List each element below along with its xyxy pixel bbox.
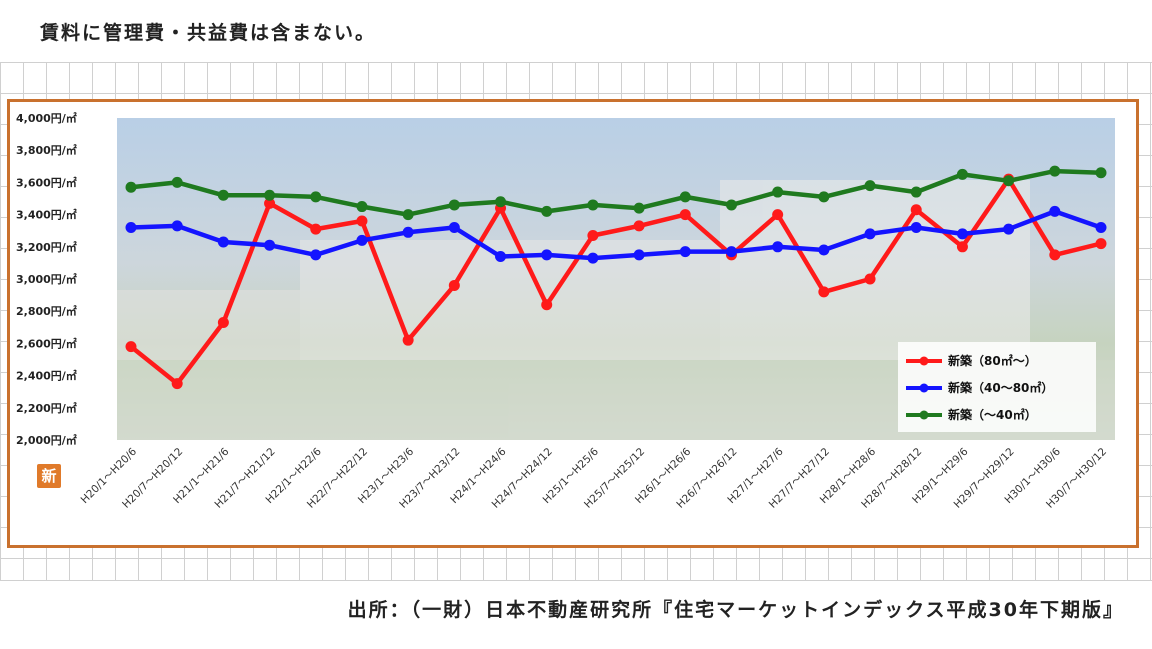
data-point	[125, 341, 137, 353]
data-point	[1049, 165, 1061, 177]
data-point	[356, 215, 368, 227]
series-lines	[125, 165, 1107, 390]
x-axis: H20/1～H20/6H20/7～H20/12H21/1～H21/6H21/7～…	[79, 445, 1109, 510]
data-point	[633, 202, 645, 214]
data-point	[217, 316, 229, 328]
data-point	[541, 205, 553, 217]
data-point	[956, 168, 968, 180]
legend-label: 新築（～40㎡）	[948, 407, 1037, 422]
y-tick-label: 3,200円/㎡	[16, 240, 77, 254]
data-point	[772, 186, 784, 198]
y-tick-label: 3,000円/㎡	[16, 272, 77, 286]
data-point	[310, 191, 322, 203]
y-tick-label: 2,200円/㎡	[16, 401, 77, 415]
data-point	[356, 201, 368, 213]
logo-badge: 新	[37, 464, 61, 488]
data-point	[633, 249, 645, 261]
data-point	[910, 221, 922, 233]
data-point	[587, 252, 599, 264]
data-point	[633, 220, 645, 232]
legend-marker	[919, 410, 929, 420]
y-tick-label: 2,000円/㎡	[16, 433, 77, 447]
y-tick-label: 2,800円/㎡	[16, 304, 77, 318]
data-point	[541, 249, 553, 261]
data-point	[402, 334, 414, 346]
data-point	[725, 246, 737, 258]
data-point	[1049, 205, 1061, 217]
y-axis: 2,000円/㎡ 2,200円/㎡ 2,400円/㎡ 2,600円/㎡ 2,800円/㎡…	[16, 111, 77, 447]
data-point	[448, 199, 460, 211]
data-point	[264, 197, 276, 209]
data-point	[679, 191, 691, 203]
y-tick-label: 2,400円/㎡	[16, 369, 77, 383]
data-point	[725, 199, 737, 211]
data-point	[125, 181, 137, 193]
data-point	[310, 249, 322, 261]
data-point	[310, 223, 322, 235]
legend-marker	[919, 383, 929, 393]
data-point	[125, 221, 137, 233]
series-line	[129, 176, 1102, 386]
data-point	[171, 378, 183, 390]
data-point	[217, 189, 229, 201]
data-point	[1095, 167, 1107, 179]
data-point	[864, 228, 876, 240]
data-point	[587, 230, 599, 242]
data-point	[402, 209, 414, 221]
data-point	[864, 180, 876, 192]
data-point	[264, 239, 276, 251]
legend-marker	[919, 356, 929, 366]
y-tick-label: 3,600円/㎡	[16, 175, 77, 189]
data-point	[217, 236, 229, 248]
data-point	[956, 241, 968, 253]
data-point	[679, 246, 691, 258]
series-line	[130, 168, 1102, 217]
data-point	[772, 241, 784, 253]
legend-label: 新築（40～80㎡）	[948, 380, 1053, 395]
data-point	[448, 279, 460, 291]
data-point	[1003, 223, 1015, 235]
data-point	[171, 176, 183, 188]
data-point	[1049, 249, 1061, 261]
data-point	[495, 196, 507, 208]
data-point	[448, 221, 460, 233]
data-point	[541, 299, 553, 311]
note-band: 賃料に管理費・共益費は含まない。	[0, 0, 1152, 63]
data-point	[772, 209, 784, 221]
source-band: 出所：（一財）日本不動産研究所『住宅マーケットインデックス平成30年下期版』	[0, 580, 1152, 649]
data-point	[956, 228, 968, 240]
legend-label: 新築（80㎡～）	[948, 353, 1037, 368]
legend: 新築（80㎡～） 新築（40～80㎡） 新築（～40㎡）	[898, 342, 1096, 432]
data-point	[402, 226, 414, 238]
y-tick-label: 2,600円/㎡	[16, 336, 77, 350]
data-point	[910, 186, 922, 198]
data-point	[264, 189, 276, 201]
data-point	[679, 209, 691, 221]
series-line	[130, 209, 1102, 261]
y-tick-label: 3,400円/㎡	[16, 208, 77, 222]
data-point	[495, 250, 507, 262]
source-text: 出所：（一財）日本不動産研究所『住宅マーケットインデックス平成30年下期版』	[347, 599, 1124, 621]
y-tick-label: 3,800円/㎡	[16, 143, 77, 157]
data-point	[864, 273, 876, 285]
data-point	[910, 204, 922, 216]
y-tick-label: 4,000円/㎡	[16, 111, 77, 125]
data-point	[818, 286, 830, 298]
data-point	[1095, 238, 1107, 250]
note-text: 賃料に管理費・共益費は含まない。	[40, 22, 377, 44]
data-point	[587, 199, 599, 211]
data-point	[171, 220, 183, 232]
data-point	[818, 191, 830, 203]
data-point	[1095, 221, 1107, 233]
data-point	[1003, 175, 1015, 187]
data-point	[356, 234, 368, 246]
data-point	[818, 244, 830, 256]
